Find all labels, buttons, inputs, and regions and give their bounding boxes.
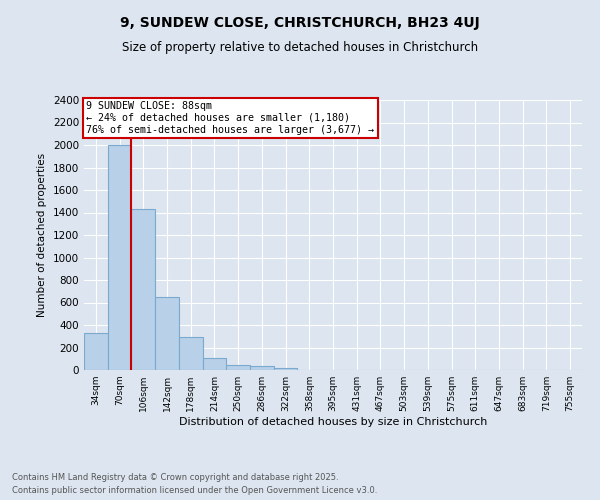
Text: Size of property relative to detached houses in Christchurch: Size of property relative to detached ho… (122, 41, 478, 54)
Y-axis label: Number of detached properties: Number of detached properties (37, 153, 47, 317)
Bar (155, 297, 179, 370)
Bar (274, 368, 298, 370)
Bar (203, 358, 226, 370)
Bar (179, 338, 203, 370)
Bar (226, 365, 250, 370)
Bar (131, 209, 155, 370)
Bar (84, 334, 108, 370)
Text: Contains public sector information licensed under the Open Government Licence v3: Contains public sector information licen… (12, 486, 377, 495)
Bar (108, 145, 131, 370)
X-axis label: Distribution of detached houses by size in Christchurch: Distribution of detached houses by size … (179, 417, 487, 427)
Bar (250, 366, 274, 370)
Text: 9, SUNDEW CLOSE, CHRISTCHURCH, BH23 4UJ: 9, SUNDEW CLOSE, CHRISTCHURCH, BH23 4UJ (120, 16, 480, 30)
Text: Contains HM Land Registry data © Crown copyright and database right 2025.: Contains HM Land Registry data © Crown c… (12, 474, 338, 482)
Text: 9 SUNDEW CLOSE: 88sqm
← 24% of detached houses are smaller (1,180)
76% of semi-d: 9 SUNDEW CLOSE: 88sqm ← 24% of detached … (86, 102, 374, 134)
